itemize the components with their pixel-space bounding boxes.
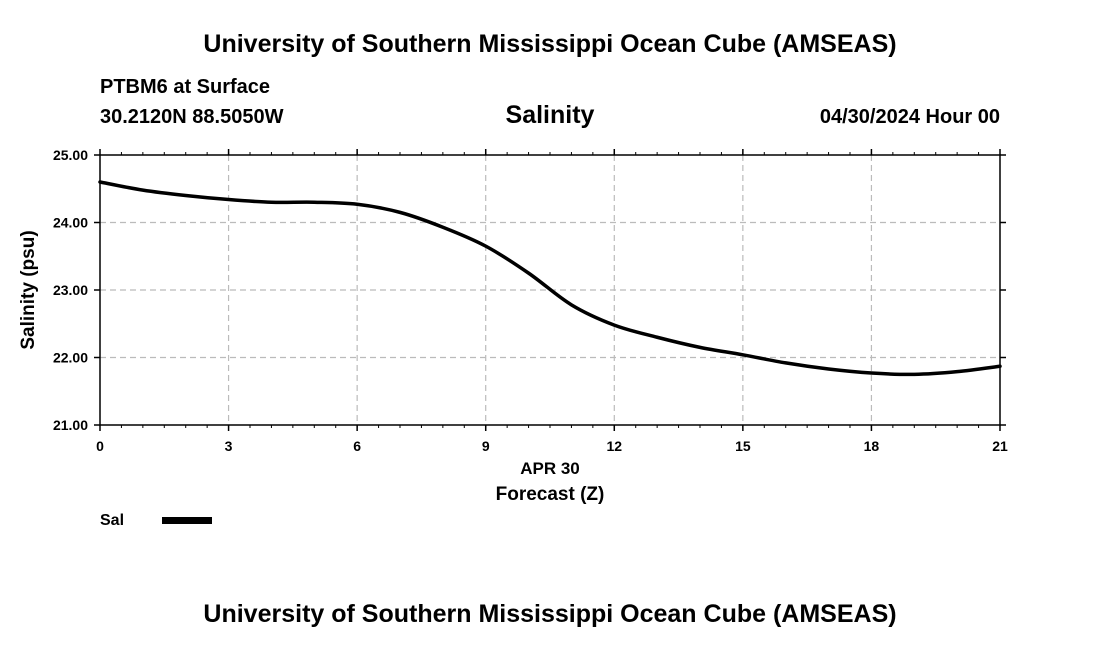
chart-title: Salinity — [505, 101, 595, 129]
axis-ticks — [94, 149, 1006, 431]
x-axis-title: Forecast (Z) — [496, 484, 605, 505]
y-tick-label: 23.00 — [53, 282, 88, 298]
legend-label: Sal — [100, 512, 124, 529]
x-tick-label: 18 — [864, 438, 880, 454]
y-tick-label: 25.00 — [53, 147, 88, 163]
y-tick-label: 22.00 — [53, 350, 88, 366]
y-tick-label: 24.00 — [53, 215, 88, 231]
x-tick-label: 21 — [992, 438, 1008, 454]
tick-labels: 0 3 6 9 12 15 18 21 21.00 22.00 23.00 24.00 25.00 — [53, 147, 1008, 454]
y-axis-title: Salinity (psu) — [18, 230, 39, 349]
legend-swatch — [162, 517, 212, 524]
x-tick-label: 0 — [96, 438, 104, 454]
x-tick-label: 3 — [225, 438, 233, 454]
forecast-datetime: 04/30/2024 Hour 00 — [819, 106, 1000, 128]
y-tick-label: 21.00 — [53, 417, 88, 433]
series-line-sal — [98, 180, 1002, 377]
x-axis-date-label: APR 30 — [520, 459, 580, 478]
x-tick-label: 6 — [353, 438, 361, 454]
x-tick-label: 12 — [606, 438, 622, 454]
page-title-bottom: University of Southern Mississippi Ocean… — [203, 600, 897, 628]
x-tick-label: 9 — [482, 438, 490, 454]
station-coords: 30.2120N 88.5050W — [100, 106, 284, 128]
page-title-top: University of Southern Mississippi Ocean… — [203, 30, 897, 58]
station-label: PTBM6 at Surface — [100, 76, 271, 98]
x-tick-label: 15 — [735, 438, 751, 454]
salinity-chart: 0 3 6 9 12 15 18 21 21.00 22.00 23.00 24.00 25.00 AP… — [18, 147, 1008, 529]
